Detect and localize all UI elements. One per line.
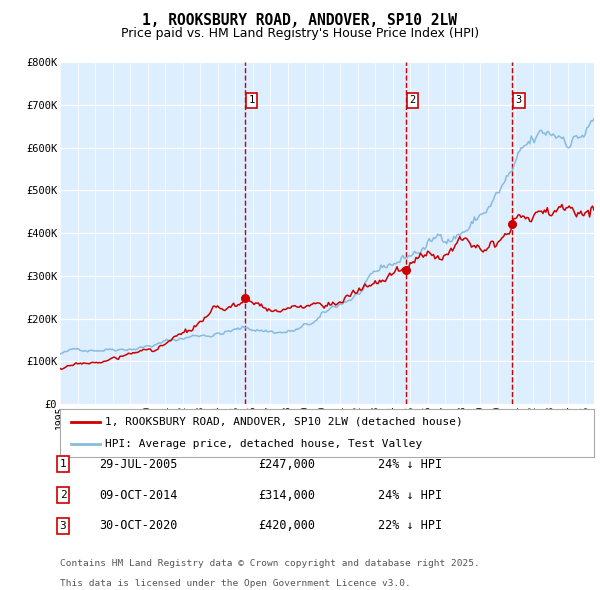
Text: 09-OCT-2014: 09-OCT-2014 [99,489,178,502]
Text: 30-OCT-2020: 30-OCT-2020 [99,519,178,532]
Text: HPI: Average price, detached house, Test Valley: HPI: Average price, detached house, Test… [106,439,422,449]
Text: 1, ROOKSBURY ROAD, ANDOVER, SP10 2LW (detached house): 1, ROOKSBURY ROAD, ANDOVER, SP10 2LW (de… [106,417,463,427]
Text: £420,000: £420,000 [258,519,315,532]
Text: £247,000: £247,000 [258,458,315,471]
Text: 22% ↓ HPI: 22% ↓ HPI [378,519,442,532]
Text: 3: 3 [59,521,67,530]
Text: 3: 3 [516,96,522,106]
Text: 1: 1 [59,460,67,469]
Text: 24% ↓ HPI: 24% ↓ HPI [378,489,442,502]
Text: 2: 2 [410,96,416,106]
Text: 29-JUL-2005: 29-JUL-2005 [99,458,178,471]
Text: 24% ↓ HPI: 24% ↓ HPI [378,458,442,471]
Text: 1: 1 [248,96,255,106]
Text: This data is licensed under the Open Government Licence v3.0.: This data is licensed under the Open Gov… [60,579,411,588]
Text: £314,000: £314,000 [258,489,315,502]
Text: 2: 2 [59,490,67,500]
Text: Contains HM Land Registry data © Crown copyright and database right 2025.: Contains HM Land Registry data © Crown c… [60,559,480,568]
Text: 1, ROOKSBURY ROAD, ANDOVER, SP10 2LW: 1, ROOKSBURY ROAD, ANDOVER, SP10 2LW [143,13,458,28]
Text: Price paid vs. HM Land Registry's House Price Index (HPI): Price paid vs. HM Land Registry's House … [121,27,479,40]
